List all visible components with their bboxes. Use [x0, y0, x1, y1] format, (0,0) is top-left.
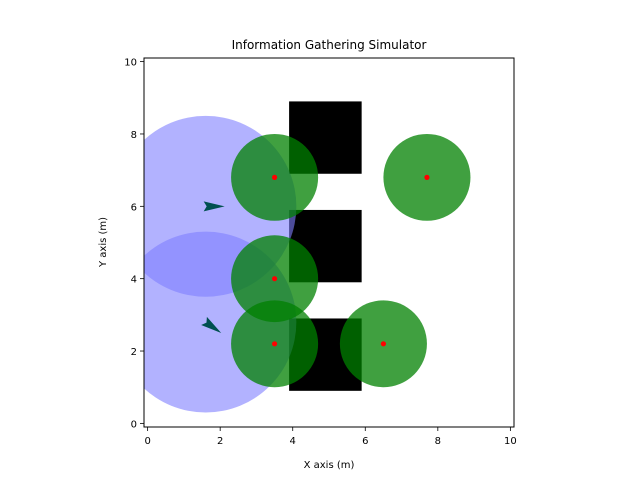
y-tick-label: 4	[131, 275, 137, 286]
y-axis-label: Y axis (m)	[98, 217, 109, 268]
x-tick-label: 2	[217, 436, 223, 447]
x-tick-label: 6	[362, 436, 368, 447]
axes-frame	[143, 57, 515, 428]
agent-1-marker	[203, 201, 225, 212]
plot-area	[144, 101, 471, 413]
target-point-5	[380, 341, 387, 347]
x-tick-label: 8	[435, 436, 441, 447]
target-point-4	[271, 341, 278, 347]
y-tick-label: 6	[131, 202, 137, 213]
y-axis: 0 2 4 6 8 10	[124, 58, 144, 430]
x-tick-label: 4	[290, 436, 296, 447]
chart-title: Information Gathering Simulator	[232, 38, 427, 52]
x-tick-label: 10	[504, 436, 517, 447]
target-point-1	[271, 174, 278, 180]
x-axis-label: X axis (m)	[304, 460, 355, 471]
x-tick-label: 0	[144, 436, 150, 447]
y-tick-label: 10	[124, 58, 137, 69]
x-axis: 0 2 4 6 8 10	[144, 427, 517, 447]
target-point-2	[424, 174, 430, 180]
y-tick-label: 8	[131, 130, 137, 141]
agent-2-marker	[201, 316, 222, 333]
y-tick-label: 0	[131, 419, 137, 430]
target-point-3	[271, 276, 278, 282]
y-tick-label: 2	[131, 347, 137, 358]
